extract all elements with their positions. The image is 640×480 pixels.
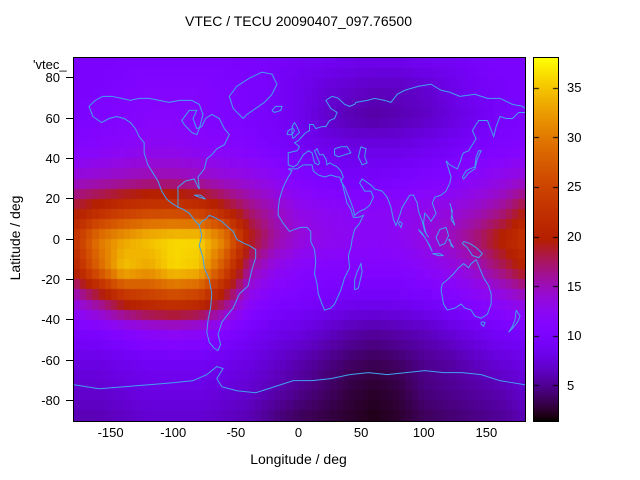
coastlines-overlay bbox=[74, 58, 525, 421]
y-tick-label: -80 bbox=[41, 392, 60, 408]
colorbar-tick-label: 25 bbox=[567, 179, 582, 195]
coastline-path bbox=[355, 264, 363, 290]
coastline-path bbox=[398, 221, 402, 227]
coastline-path bbox=[441, 260, 491, 318]
coastline-path bbox=[481, 322, 485, 326]
y-tick-mark bbox=[66, 117, 73, 119]
y-tick-label: 40 bbox=[45, 150, 60, 166]
coastline-path bbox=[449, 240, 454, 248]
coastline-path bbox=[194, 195, 205, 199]
x-tick-label: -50 bbox=[226, 425, 246, 440]
x-tick-label: 150 bbox=[475, 425, 498, 440]
key-series-label: 'vtec_ bbox=[33, 57, 67, 72]
x-tick-label: -100 bbox=[160, 425, 187, 440]
y-tick-mark bbox=[66, 319, 73, 321]
coastline-path bbox=[335, 147, 351, 157]
coastline-path bbox=[509, 310, 520, 332]
coastline-path bbox=[74, 367, 525, 393]
colorbar-tick-label: 5 bbox=[567, 378, 575, 394]
coastline-path bbox=[292, 123, 300, 139]
y-tick-label: 0 bbox=[52, 231, 60, 247]
coastline-path bbox=[432, 254, 443, 256]
y-tick-label: 60 bbox=[45, 110, 60, 126]
coastline-path bbox=[272, 106, 282, 112]
x-tick-label: 50 bbox=[353, 425, 369, 440]
coastline-path bbox=[358, 147, 367, 165]
colorbar-tick-label: 30 bbox=[567, 129, 582, 145]
coastline-path bbox=[462, 151, 481, 179]
x-tick-label: 0 bbox=[294, 425, 303, 440]
chart-title: VTEC / TECU 20090407_097.76500 bbox=[184, 13, 412, 29]
colorbar-tick-label: 15 bbox=[567, 278, 582, 294]
y-tick-mark bbox=[66, 238, 73, 240]
colorbar-tick-label: 20 bbox=[567, 229, 582, 244]
y-tick-label: -20 bbox=[41, 271, 60, 287]
y-tick-label: -60 bbox=[41, 352, 60, 368]
x-tick-label: -150 bbox=[97, 425, 124, 440]
y-tick-mark bbox=[66, 359, 73, 361]
y-tick-label: -40 bbox=[41, 312, 60, 328]
x-axis-label: Longitude / deg bbox=[250, 451, 347, 467]
colorbar-tick-label: 35 bbox=[567, 79, 582, 95]
x-tick-label: 100 bbox=[412, 425, 435, 440]
plot-area bbox=[73, 57, 526, 422]
coastline-path bbox=[419, 229, 433, 251]
coastline-path bbox=[287, 129, 292, 135]
coastline-path bbox=[436, 227, 449, 245]
coastline-path bbox=[229, 72, 277, 118]
coastline-path bbox=[450, 203, 455, 225]
y-axis-label: Latitude / deg bbox=[7, 195, 23, 281]
y-tick-mark bbox=[66, 399, 73, 401]
coastline-path bbox=[278, 165, 363, 310]
y-tick-label: 80 bbox=[45, 70, 60, 86]
y-tick-mark bbox=[66, 198, 73, 200]
coastline-path bbox=[288, 84, 525, 165]
coastline-path bbox=[288, 112, 525, 237]
y-tick-mark bbox=[66, 157, 73, 159]
coastline-path bbox=[89, 96, 229, 225]
coastline-path bbox=[199, 215, 255, 350]
coastline-path bbox=[462, 242, 482, 258]
colorbar-gradient-canvas bbox=[534, 58, 558, 421]
colorbar bbox=[533, 57, 559, 422]
y-tick-mark bbox=[66, 278, 73, 280]
colorbar-tick-label: 10 bbox=[567, 328, 582, 344]
y-tick-label: 20 bbox=[45, 191, 60, 207]
y-tick-mark bbox=[66, 77, 73, 79]
